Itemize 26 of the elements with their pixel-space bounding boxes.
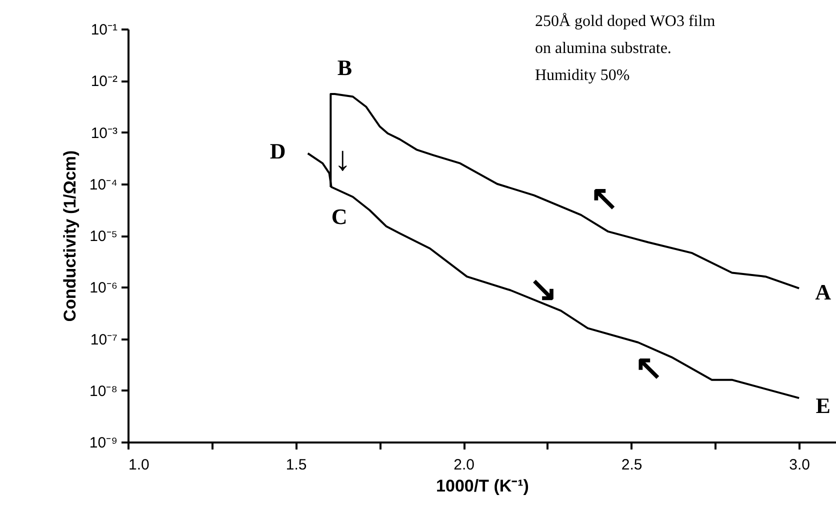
y-tick-label: 10⁻¹ <box>90 22 118 38</box>
annotation: ↖ <box>634 350 663 388</box>
y-tick-label: 10⁻³ <box>90 124 118 142</box>
x-tick-label: 2.0 <box>454 456 474 474</box>
annotation: ↖ <box>590 180 618 218</box>
annotation: C <box>331 204 348 229</box>
annotation: ↓ <box>334 141 352 178</box>
y-tick-label: 10⁻⁴ <box>89 176 118 194</box>
x-tick-label: 1.0 <box>128 456 150 474</box>
annotation: E <box>816 393 830 418</box>
x-tick-label: 2.5 <box>621 456 642 474</box>
y-axis-title: Conductivity (1/Ωcm) <box>60 150 80 322</box>
y-tick-label: 10⁻⁷ <box>90 331 118 348</box>
x-tick-label: 1.5 <box>286 456 307 474</box>
x-tick-label: 3.0 <box>789 456 810 474</box>
y-tick-label: 10⁻⁵ <box>90 228 118 245</box>
y-tick-label: 10⁻⁹ <box>89 434 118 452</box>
x-axis-title: 1000/T (K⁻¹) <box>436 476 529 496</box>
y-tick-label: 10⁻⁸ <box>89 382 118 400</box>
annotation: ↘ <box>528 272 557 309</box>
annotation: D <box>270 138 286 164</box>
y-tick-label: 10⁻⁶ <box>90 280 118 297</box>
annotation: A <box>815 279 832 304</box>
y-tick-label: 10⁻² <box>90 73 118 90</box>
annotation: B <box>337 55 352 80</box>
annotation: 250Å gold doped WO3 film on alumina substrate. Humidity 50% <box>535 12 716 84</box>
